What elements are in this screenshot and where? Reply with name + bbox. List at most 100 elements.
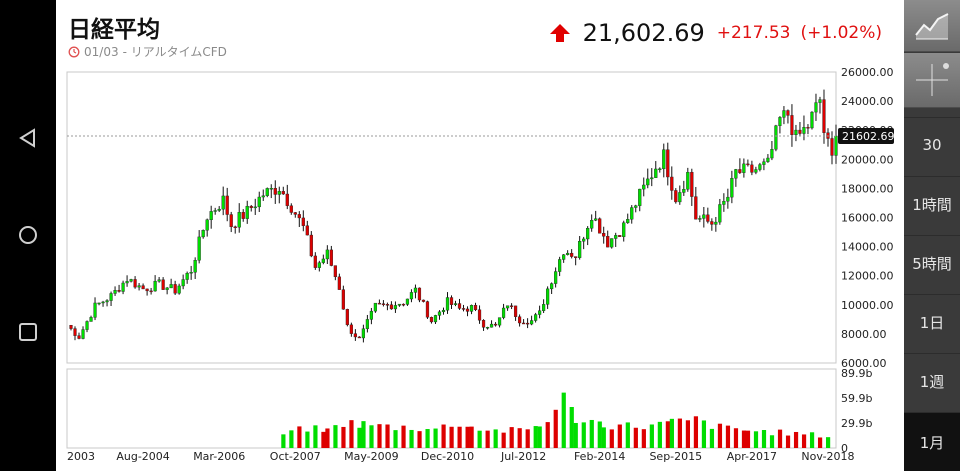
candle <box>513 305 518 321</box>
volume-bar <box>769 435 775 448</box>
volume-bar <box>457 426 462 448</box>
candle <box>425 300 430 319</box>
candle <box>325 245 329 265</box>
y-tick-label: 16000.00 <box>841 212 894 225</box>
volume-bar <box>321 431 326 448</box>
candle <box>738 158 742 174</box>
up-arrow-icon <box>549 24 570 42</box>
candle <box>273 180 277 204</box>
candle <box>129 278 133 283</box>
volume-bar <box>349 420 354 448</box>
candle <box>477 305 482 324</box>
candle <box>77 332 81 340</box>
candle <box>505 305 510 311</box>
back-button[interactable] <box>0 108 56 168</box>
candle <box>682 180 686 196</box>
timeframe-5h[interactable]: 5時間 <box>904 235 960 291</box>
candle <box>690 168 694 206</box>
candle <box>586 226 590 246</box>
candle <box>521 319 526 325</box>
volume-bar <box>537 426 542 448</box>
candle <box>253 198 257 215</box>
volume-bar <box>761 430 767 448</box>
volume-bar <box>825 437 831 448</box>
x-tick-label: May-2009 <box>344 450 399 463</box>
candle <box>225 187 229 222</box>
volume-bar <box>717 423 723 448</box>
page-title: 日経平均 <box>68 17 160 43</box>
volume-bar <box>597 421 602 448</box>
candle <box>437 310 442 320</box>
chart-canvas[interactable]: 26000.0024000.0022000.0020000.0018000.00… <box>56 60 904 471</box>
candle <box>269 184 273 199</box>
volume-bar <box>677 418 682 448</box>
timeframe-30[interactable]: 30 <box>904 117 960 172</box>
candle <box>774 124 778 152</box>
volume-bar <box>709 428 715 448</box>
crosshair-button[interactable] <box>904 53 960 108</box>
quote-source: - リアルタイムCFD <box>122 45 227 59</box>
timeframe-1mo[interactable]: 1月 <box>904 412 960 471</box>
candle <box>461 304 466 312</box>
x-tick-label: 2003 <box>67 450 95 463</box>
volume-bar <box>385 424 390 448</box>
volume-bar <box>633 427 638 448</box>
candle <box>550 282 554 294</box>
timeframe-1w[interactable]: 1週 <box>904 353 960 409</box>
y-tick-label: 24000.00 <box>841 95 894 108</box>
volume-bar <box>465 426 470 448</box>
y-tick-label: 20000.00 <box>841 153 894 166</box>
candle <box>97 302 101 306</box>
candle <box>626 213 630 224</box>
volume-bar <box>325 428 330 448</box>
candle <box>481 319 486 331</box>
candle <box>662 143 666 178</box>
candle <box>401 303 406 307</box>
candle <box>69 324 73 331</box>
candle <box>317 260 321 272</box>
candle <box>333 265 337 281</box>
volume-bar <box>449 426 454 448</box>
candle <box>389 301 394 310</box>
candle <box>229 211 233 233</box>
candle <box>746 159 750 167</box>
candle <box>606 230 610 248</box>
line-chart-icon <box>915 12 949 39</box>
candle <box>758 162 762 172</box>
candle <box>353 329 357 341</box>
chart-type-button[interactable] <box>904 0 960 52</box>
timeframe-1d[interactable]: 1日 <box>904 294 960 350</box>
candle <box>329 245 333 267</box>
candle <box>786 109 790 124</box>
timeframe-1h[interactable]: 1時間 <box>904 176 960 232</box>
candle <box>157 276 161 283</box>
candle <box>602 226 606 244</box>
volume-bar <box>609 429 614 448</box>
x-tick-label: Jul-2012 <box>500 450 546 463</box>
x-tick-label: Feb-2014 <box>574 450 625 463</box>
candle <box>473 302 478 312</box>
price-chart[interactable]: 26000.0024000.0022000.0020000.0018000.00… <box>56 60 904 471</box>
candle <box>89 315 93 322</box>
candle <box>622 220 626 242</box>
candle <box>750 160 754 176</box>
candle <box>525 318 530 329</box>
candle <box>646 168 650 189</box>
volume-bar <box>569 406 574 448</box>
volume-bar <box>741 430 747 448</box>
home-button[interactable] <box>0 205 56 265</box>
candle <box>445 292 450 314</box>
recents-button[interactable] <box>0 302 56 362</box>
candle <box>245 200 249 224</box>
candle <box>582 236 586 250</box>
candle <box>237 203 241 233</box>
volume-bar <box>553 409 558 448</box>
candle <box>361 324 365 343</box>
volume-bar <box>693 416 699 448</box>
candle <box>630 205 634 224</box>
candle <box>678 185 682 205</box>
candle <box>465 306 470 317</box>
candle <box>566 250 570 256</box>
volume-bar <box>625 422 630 448</box>
candle <box>161 277 165 290</box>
